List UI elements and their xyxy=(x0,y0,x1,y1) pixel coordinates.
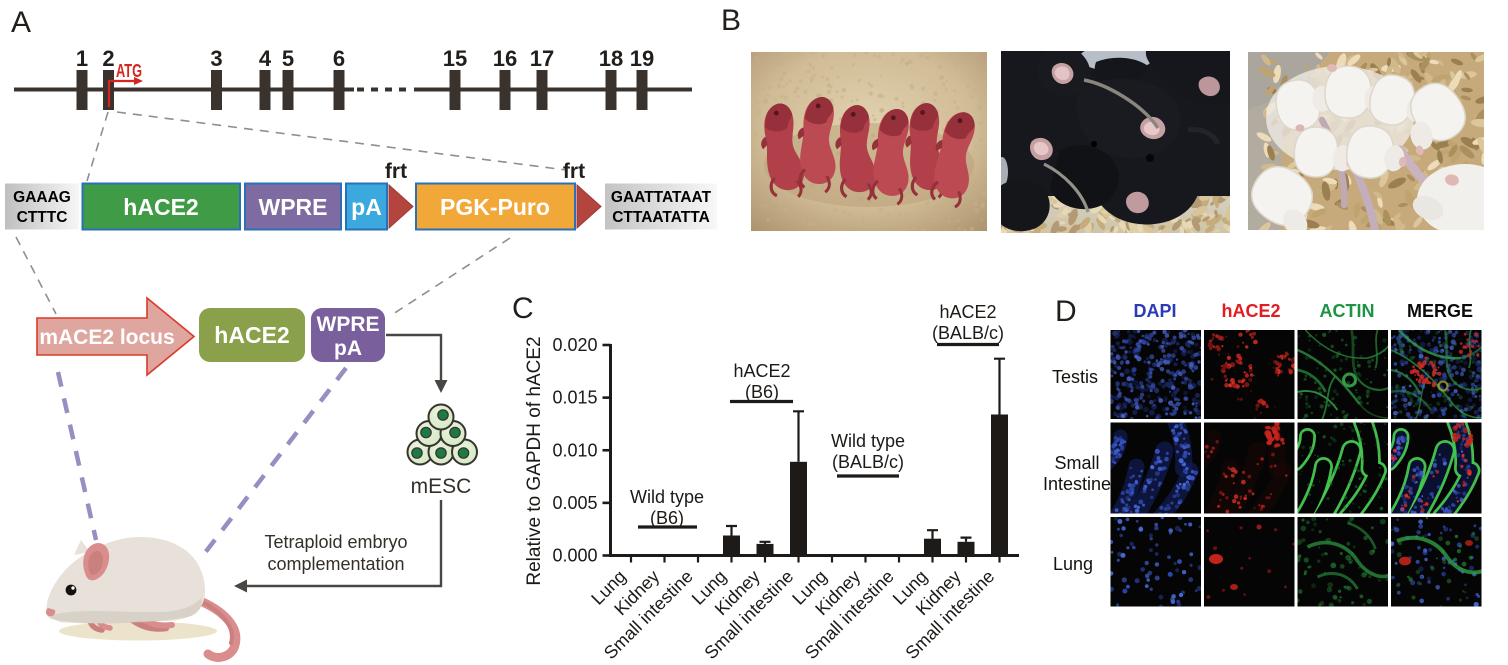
svg-text:hACE2: hACE2 xyxy=(123,194,198,220)
svg-text:ACTIN: ACTIN xyxy=(1320,301,1375,321)
svg-text:Wild type: Wild type xyxy=(831,431,905,451)
svg-text:6: 6 xyxy=(333,46,345,71)
svg-text:0.020: 0.020 xyxy=(552,335,597,355)
svg-text:2: 2 xyxy=(102,46,114,71)
svg-text:pA: pA xyxy=(334,337,362,360)
svg-text:18: 18 xyxy=(599,46,623,71)
svg-text:GAATTATAAT: GAATTATAAT xyxy=(611,189,712,206)
svg-text:0.000: 0.000 xyxy=(552,546,597,566)
svg-text:mESC: mESC xyxy=(411,475,472,498)
svg-text:1: 1 xyxy=(76,46,88,71)
svg-text:Small: Small xyxy=(1054,453,1099,473)
svg-text:hACE2: hACE2 xyxy=(214,322,289,348)
svg-text:GAAAG: GAAAG xyxy=(13,189,71,206)
svg-text:A: A xyxy=(11,6,31,39)
svg-text:C: C xyxy=(512,292,534,325)
svg-text:Relative to GAPDH of hACE2: Relative to GAPDH of hACE2 xyxy=(524,336,545,585)
svg-text:WPRE: WPRE xyxy=(259,194,328,220)
svg-text:(BALB/c): (BALB/c) xyxy=(832,452,904,472)
svg-text:0.010: 0.010 xyxy=(552,440,597,460)
svg-text:Intestine: Intestine xyxy=(1043,474,1111,494)
svg-text:Tetraploid embryo: Tetraploid embryo xyxy=(264,532,407,552)
svg-text:(B6): (B6) xyxy=(650,508,684,528)
svg-text:Wild type: Wild type xyxy=(630,487,704,507)
svg-text:WPRE: WPRE xyxy=(317,313,380,336)
svg-text:(BALB/c): (BALB/c) xyxy=(932,323,1004,343)
svg-text:frt: frt xyxy=(563,160,585,183)
svg-text:hACE2: hACE2 xyxy=(1221,301,1280,321)
svg-text:D: D xyxy=(1055,295,1077,328)
svg-text:hACE2: hACE2 xyxy=(939,302,996,322)
svg-text:4: 4 xyxy=(259,46,272,71)
svg-text:hACE2: hACE2 xyxy=(733,361,790,381)
svg-text:B: B xyxy=(721,4,741,37)
svg-text:CTTTC: CTTTC xyxy=(17,209,68,226)
svg-text:15: 15 xyxy=(443,46,467,71)
svg-text:(B6): (B6) xyxy=(745,382,779,402)
svg-text:19: 19 xyxy=(630,46,654,71)
svg-text:0.015: 0.015 xyxy=(552,388,597,408)
svg-text:CTTAATATTA: CTTAATATTA xyxy=(612,209,710,226)
svg-text:DAPI: DAPI xyxy=(1133,301,1176,321)
svg-text:ATG: ATG xyxy=(116,61,142,81)
svg-text:PGK-Puro: PGK-Puro xyxy=(440,194,550,220)
svg-text:3: 3 xyxy=(210,46,222,71)
svg-text:0.005: 0.005 xyxy=(552,493,597,513)
svg-text:complementation: complementation xyxy=(267,554,404,574)
svg-text:5: 5 xyxy=(282,46,294,71)
svg-text:frt: frt xyxy=(385,160,407,183)
svg-text:Testis: Testis xyxy=(1052,367,1098,387)
svg-text:mACE2 locus: mACE2 locus xyxy=(39,326,174,349)
svg-text:16: 16 xyxy=(493,46,517,71)
svg-text:MERGE: MERGE xyxy=(1407,301,1473,321)
svg-text:17: 17 xyxy=(530,46,554,71)
svg-text:Lung: Lung xyxy=(1053,554,1093,574)
svg-text:pA: pA xyxy=(351,194,382,220)
